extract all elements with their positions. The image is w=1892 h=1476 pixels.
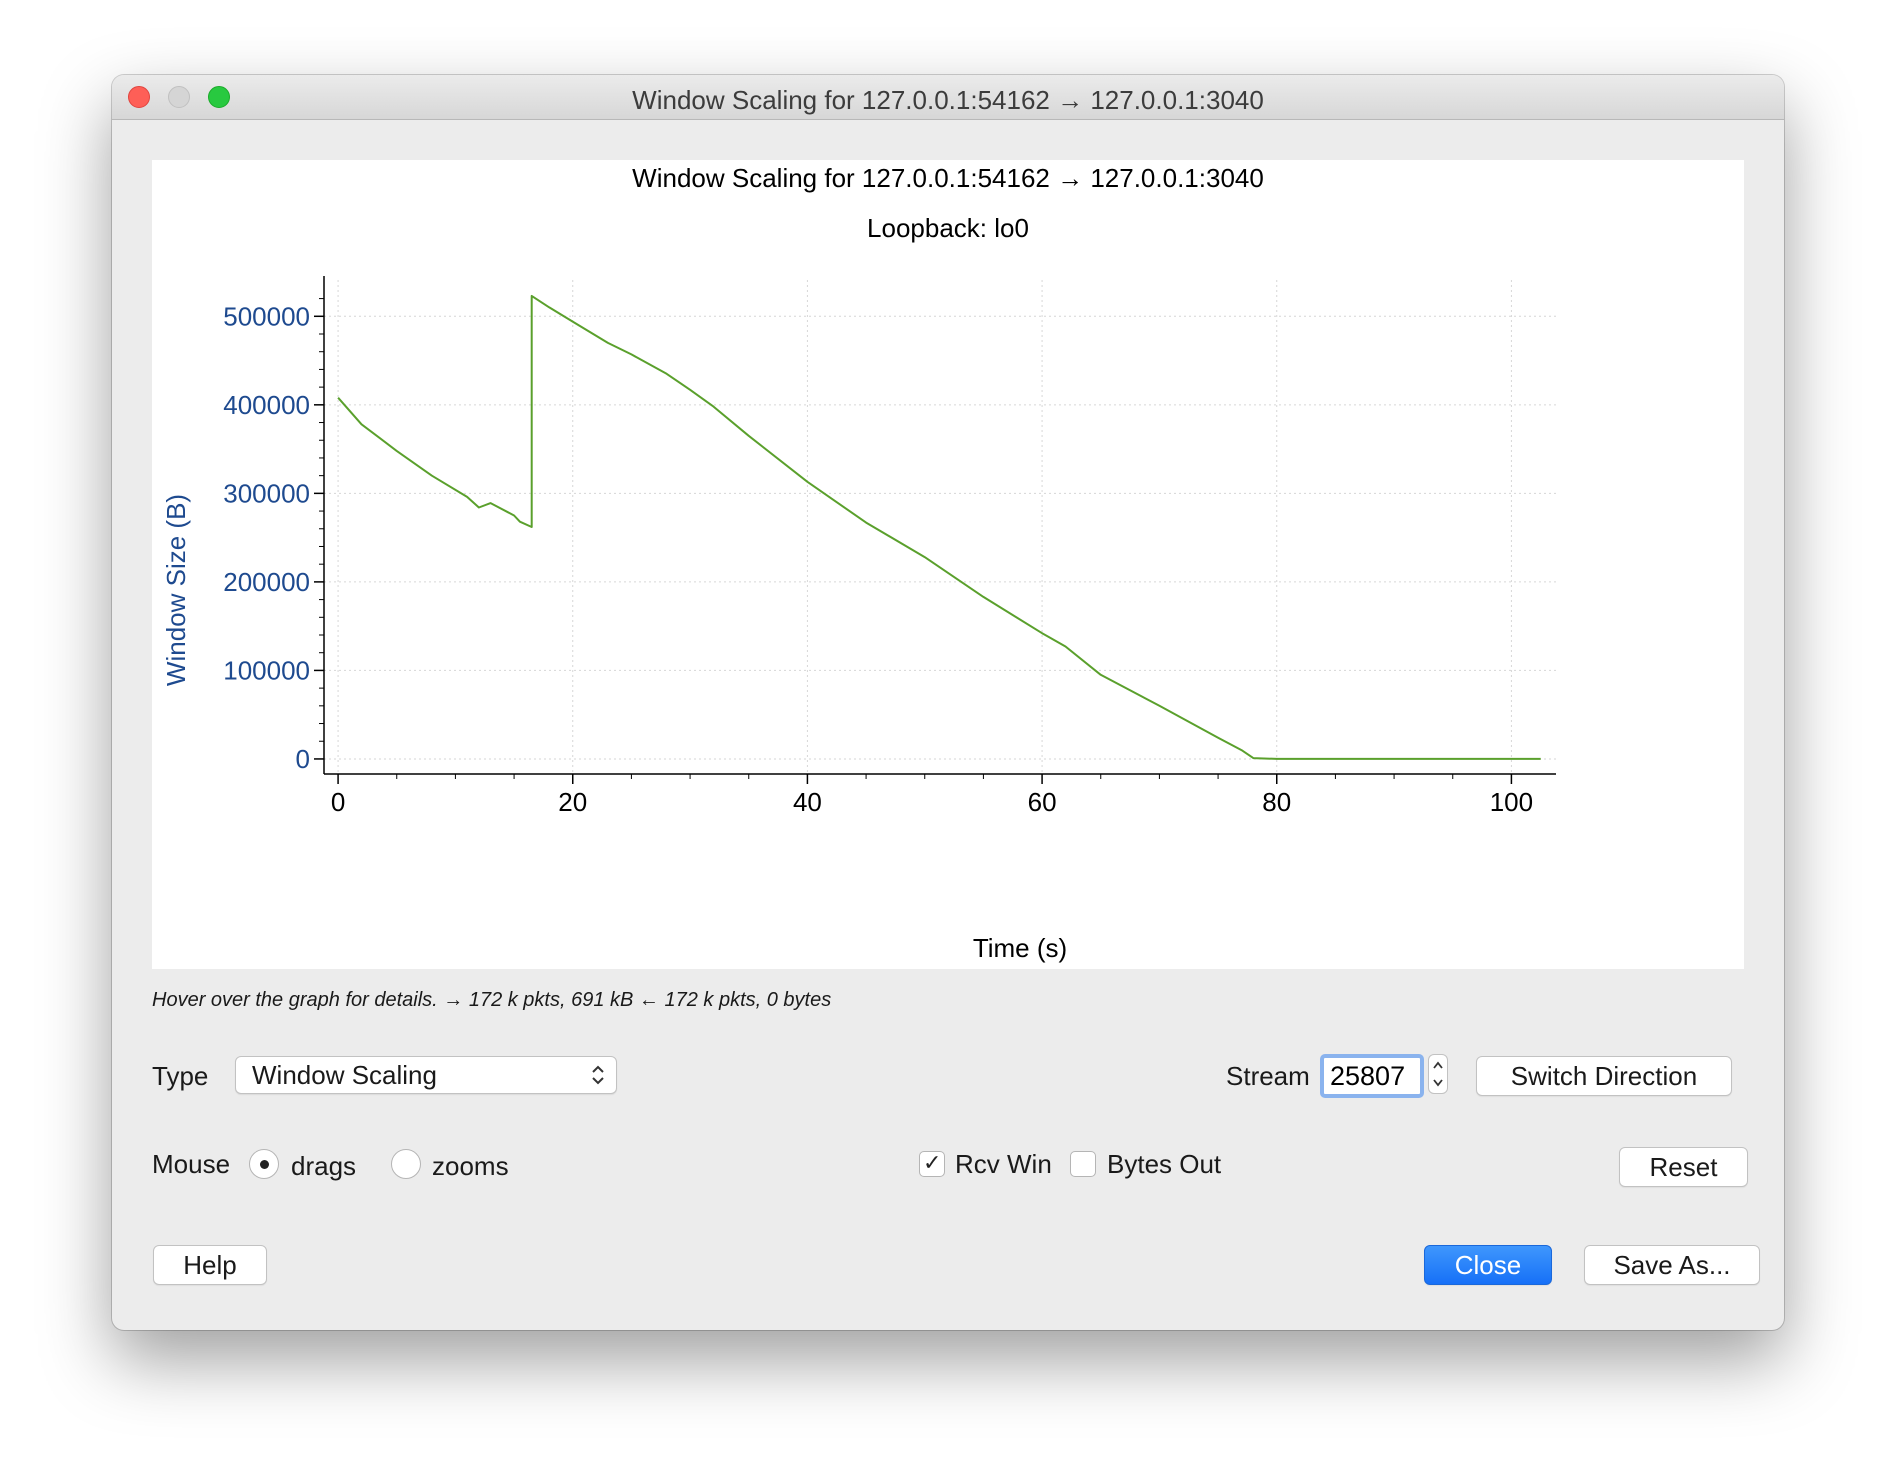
window-size-series-line (337, 294, 1541, 760)
zooms-radio[interactable] (391, 1149, 421, 1179)
title-bar[interactable]: Window Scaling for 127.0.0.1:54162 → 127… (112, 75, 1784, 120)
help-button[interactable]: Help (153, 1245, 267, 1285)
rcv-win-checkbox[interactable]: ✓ (919, 1150, 945, 1177)
x-tick-label: 100 (1490, 787, 1533, 817)
y-axis-label: Window Size (B) (161, 494, 191, 686)
y-tick-label: 400000 (223, 390, 310, 420)
close-button[interactable]: Close (1424, 1245, 1552, 1285)
window-scaling-chart[interactable]: Window Scaling for 127.0.0.1:54162 → 127… (152, 160, 1744, 969)
x-axis-label: Time (s) (973, 933, 1067, 963)
close-window-icon[interactable] (128, 86, 150, 108)
stepper-arrows-icon (1433, 1061, 1443, 1087)
bytes-out-label[interactable]: Bytes Out (1107, 1149, 1222, 1179)
type-label: Type (152, 1061, 209, 1091)
stream-value: 25807 (1330, 1061, 1406, 1091)
rcv-win-label[interactable]: Rcv Win (955, 1149, 1052, 1179)
bytes-out-checkbox[interactable] (1070, 1151, 1096, 1177)
radio-selected-dot (260, 1160, 269, 1169)
type-select[interactable]: Window Scaling (235, 1056, 617, 1094)
y-tick-label: 500000 (223, 301, 310, 331)
graph-plot[interactable]: Window Scaling for 127.0.0.1:54162 → 127… (152, 160, 1744, 969)
save-as-button[interactable]: Save As... (1584, 1245, 1760, 1285)
stream-stepper[interactable] (1428, 1054, 1448, 1094)
chart-subtitle: Loopback: lo0 (867, 213, 1029, 243)
x-tick-label: 80 (1262, 787, 1291, 817)
window-title: Window Scaling for 127.0.0.1:54162 → 127… (632, 85, 1264, 115)
y-tick-label: 300000 (223, 478, 310, 508)
minimize-window-icon[interactable] (168, 86, 190, 108)
x-tick-label: 40 (793, 787, 822, 817)
zoom-window-icon[interactable] (208, 86, 230, 108)
graph-hint-text: Hover over the graph for details. → 172 … (152, 989, 832, 1011)
switch-direction-button[interactable]: Switch Direction (1476, 1056, 1732, 1096)
stream-label: Stream (1226, 1061, 1310, 1091)
y-tick-label: 200000 (223, 567, 310, 597)
dialog-window: Window Scaling for 127.0.0.1:54162 → 127… (112, 75, 1784, 1330)
y-tick-label: 100000 (223, 655, 310, 685)
stream-spinbox[interactable]: 25807 (1320, 1054, 1424, 1098)
mouse-label: Mouse (152, 1149, 231, 1179)
type-select-value: Window Scaling (252, 1060, 437, 1090)
chart-title: Window Scaling for 127.0.0.1:54162 → 127… (632, 163, 1264, 193)
reset-button[interactable]: Reset (1619, 1147, 1748, 1187)
drags-radio-label[interactable]: drags (291, 1151, 357, 1181)
zooms-radio-label[interactable]: zooms (432, 1151, 509, 1181)
drags-radio[interactable] (249, 1149, 279, 1179)
x-tick-label: 0 (331, 787, 345, 817)
x-tick-label: 60 (1028, 787, 1057, 817)
checkmark-icon: ✓ (923, 1150, 942, 1175)
up-down-chevron-icon (592, 1065, 604, 1085)
y-tick-label: 0 (296, 744, 310, 774)
x-tick-label: 20 (558, 787, 587, 817)
